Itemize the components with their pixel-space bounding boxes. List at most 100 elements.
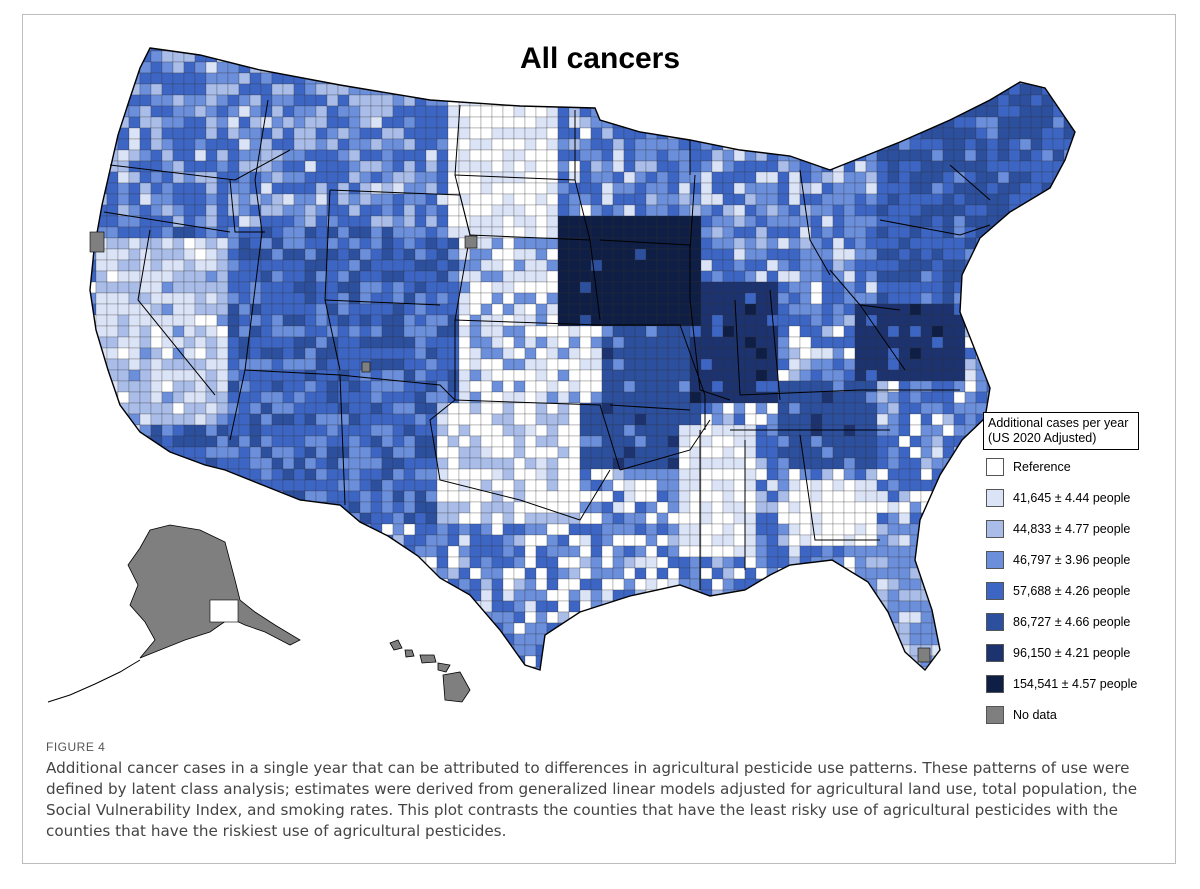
county-cell: [216, 237, 229, 250]
county-cell: [645, 149, 658, 162]
county-cell: [90, 94, 97, 107]
county-cell: [744, 314, 757, 327]
county-cell: [370, 611, 383, 624]
county-cell: [656, 380, 669, 393]
county-cell: [95, 149, 108, 162]
county-cell: [95, 457, 108, 470]
county-cell: [216, 303, 229, 316]
county-cell: [315, 303, 328, 316]
county-cell: [612, 149, 625, 162]
county-cell: [95, 633, 108, 646]
county-cell: [502, 138, 515, 151]
county-cell: [128, 622, 141, 635]
county-cell: [689, 149, 702, 162]
county-cell: [502, 259, 515, 272]
county-cell: [293, 281, 306, 294]
county-cell: [425, 171, 438, 184]
county-cell: [733, 611, 746, 624]
county-cell: [425, 435, 438, 448]
county-cell: [1052, 160, 1065, 173]
county-cell: [777, 182, 790, 195]
county-cell: [359, 600, 372, 613]
county-cell: [744, 600, 757, 613]
county-cell: [95, 611, 108, 624]
county-cell: [997, 369, 1010, 382]
county-cell: [931, 490, 944, 503]
county-cell: [414, 248, 427, 261]
county-cell: [557, 226, 570, 239]
county-cell: [480, 457, 493, 470]
county-cell: [722, 193, 735, 206]
county-cell: [711, 468, 724, 481]
county-cell: [843, 490, 856, 503]
county-cell: [1041, 347, 1054, 360]
county-cell: [678, 391, 691, 404]
county-cell: [535, 380, 548, 393]
county-cell: [843, 468, 856, 481]
county-cell: [623, 435, 636, 448]
county-cell: [469, 545, 482, 558]
county-cell: [359, 424, 372, 437]
county-cell: [920, 347, 933, 360]
county-cell: [887, 589, 900, 602]
county-cell: [876, 149, 889, 162]
county-cell: [964, 413, 977, 426]
county-cell: [766, 556, 779, 569]
county-cell: [359, 611, 372, 624]
county-cell: [348, 380, 361, 393]
county-cell: [744, 347, 757, 360]
county-cell: [821, 314, 834, 327]
county-cell: [524, 127, 537, 140]
county-cell: [942, 325, 955, 338]
county-cell: [755, 160, 768, 173]
county-cell: [1030, 171, 1043, 184]
county-cell: [810, 182, 823, 195]
county-cell: [502, 402, 515, 415]
county-cell: [700, 347, 713, 360]
county-cell: [1074, 457, 1075, 470]
county-cell: [854, 314, 867, 327]
county-cell: [436, 292, 449, 305]
county-cell: [986, 314, 999, 327]
county-cell: [304, 149, 317, 162]
county-cell: [480, 589, 493, 602]
county-cell: [656, 391, 669, 404]
county-cell: [810, 325, 823, 338]
county-cell: [623, 424, 636, 437]
county-cell: [90, 589, 97, 602]
county-cell: [634, 105, 647, 118]
county-cell: [788, 237, 801, 250]
county-cell: [546, 490, 559, 503]
county-cell: [942, 292, 955, 305]
county-cell: [667, 204, 680, 217]
county-cell: [403, 501, 416, 514]
county-cell: [491, 347, 504, 360]
county-cell: [513, 160, 526, 173]
county-cell: [359, 435, 372, 448]
county-cell: [315, 622, 328, 635]
county-cell: [249, 545, 262, 558]
county-cell: [1074, 94, 1075, 107]
county-cell: [1008, 138, 1021, 151]
county-cell: [282, 171, 295, 184]
county-cell: [579, 391, 592, 404]
county-cell: [1063, 347, 1075, 360]
county-cell: [744, 457, 757, 470]
county-cell: [491, 105, 504, 118]
county-cell: [920, 501, 933, 514]
county-cell: [887, 534, 900, 547]
county-cell: [810, 468, 823, 481]
county-cell: [876, 402, 889, 415]
county-cell: [546, 512, 559, 525]
county-cell: [139, 424, 152, 437]
county-cell: [546, 391, 559, 404]
county-cell: [161, 413, 174, 426]
county-cell: [667, 490, 680, 503]
county-cell: [722, 215, 735, 228]
county-cell: [205, 358, 218, 371]
county-cell: [898, 534, 911, 547]
county-cell: [832, 622, 845, 635]
county-cell: [348, 83, 361, 96]
county-cell: [623, 369, 636, 382]
county-cell: [90, 611, 97, 624]
